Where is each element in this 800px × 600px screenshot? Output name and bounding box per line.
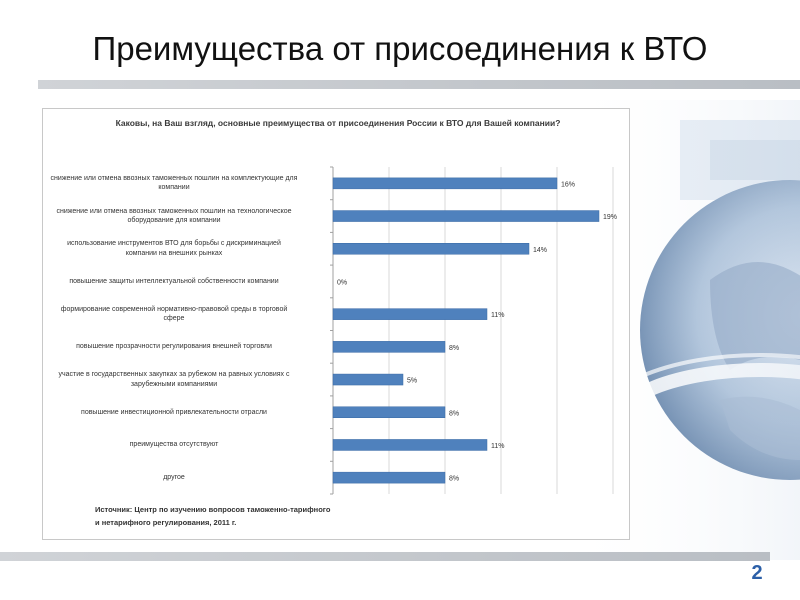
category-label: преимущества отсутствуют bbox=[29, 440, 319, 450]
data-label: 5% bbox=[407, 378, 417, 385]
data-label: 11% bbox=[491, 443, 505, 450]
category-label-line: сфере bbox=[163, 315, 185, 323]
bar bbox=[332, 406, 446, 418]
category-label: участие в государственных закупках за ру… bbox=[29, 370, 319, 389]
source-note: Источник: Центр по изучению вопросов там… bbox=[95, 503, 330, 529]
category-label: повышение инвестиционной привлекательнос… bbox=[29, 408, 319, 418]
category-label: снижение или отмена ввозных таможенных п… bbox=[29, 174, 319, 193]
category-label-line: повышение прозрачности регулирования вне… bbox=[76, 343, 272, 351]
bar bbox=[332, 308, 488, 320]
category-label-line: преимущества отсутствуют bbox=[129, 441, 219, 449]
data-label: 8% bbox=[449, 345, 459, 352]
data-label: 11% bbox=[491, 312, 505, 319]
bar bbox=[332, 210, 600, 222]
chart-title: Каковы, на Ваш взгляд, основные преимуще… bbox=[115, 118, 561, 128]
data-label: 16% bbox=[561, 181, 575, 188]
bar bbox=[332, 341, 446, 353]
bar bbox=[332, 177, 558, 190]
category-label-line: снижение или отмена ввозных таможенных п… bbox=[50, 174, 298, 182]
bar bbox=[332, 439, 488, 451]
data-label: 0% bbox=[337, 279, 347, 286]
category-label-line: повышение инвестиционной привлекательнос… bbox=[81, 408, 267, 416]
category-label: повышение защиты интеллектуальной собств… bbox=[29, 277, 319, 287]
category-label-line: компании на внешних рынках bbox=[125, 249, 223, 257]
data-label: 14% bbox=[533, 247, 547, 254]
category-label-line: использование инструментов ВТО для борьб… bbox=[67, 240, 281, 248]
category-label-line: компании bbox=[158, 184, 190, 192]
data-label: 8% bbox=[449, 410, 459, 417]
chart-panel: Каковы, на Ваш взгляд, основные преимуще… bbox=[42, 108, 630, 540]
category-label: формирование современной нормативно-прав… bbox=[29, 305, 319, 324]
data-label: 8% bbox=[449, 476, 459, 483]
source-line-2: и нетарифного регулирования, 2011 г. bbox=[95, 518, 237, 527]
bar bbox=[332, 373, 404, 386]
category-label: использование инструментов ВТО для борьб… bbox=[29, 239, 319, 258]
category-label-line: зарубежными компаниями bbox=[130, 380, 218, 388]
bar bbox=[332, 243, 530, 255]
source-line-1: Источник: Центр по изучению вопросов там… bbox=[95, 505, 331, 514]
data-label: 19% bbox=[603, 214, 617, 221]
category-label-line: снижение или отмена ввозных таможенных п… bbox=[56, 207, 292, 215]
header-divider bbox=[38, 80, 800, 89]
category-label: другое bbox=[29, 473, 319, 483]
category-label-line: другое bbox=[163, 473, 185, 481]
category-label-line: повышение защиты интеллектуальной собств… bbox=[69, 277, 279, 285]
category-label-line: формирование современной нормативно-прав… bbox=[60, 305, 288, 313]
category-label: повышение прозрачности регулирования вне… bbox=[29, 342, 319, 352]
category-label: снижение или отмена ввозных таможенных п… bbox=[29, 207, 319, 226]
category-label-line: оборудование для компании bbox=[127, 217, 221, 225]
slide-title: Преимущества от присоединения к ВТО bbox=[92, 30, 708, 67]
page-number: 2 bbox=[751, 562, 763, 584]
bar-chart: 16% 19% 14% 0% 11% 8% 5% 8% 11% 8% bbox=[330, 166, 617, 495]
bar bbox=[332, 471, 446, 484]
footer-divider bbox=[0, 552, 770, 561]
category-label-line: участие в государственных закупках за ру… bbox=[58, 371, 290, 379]
